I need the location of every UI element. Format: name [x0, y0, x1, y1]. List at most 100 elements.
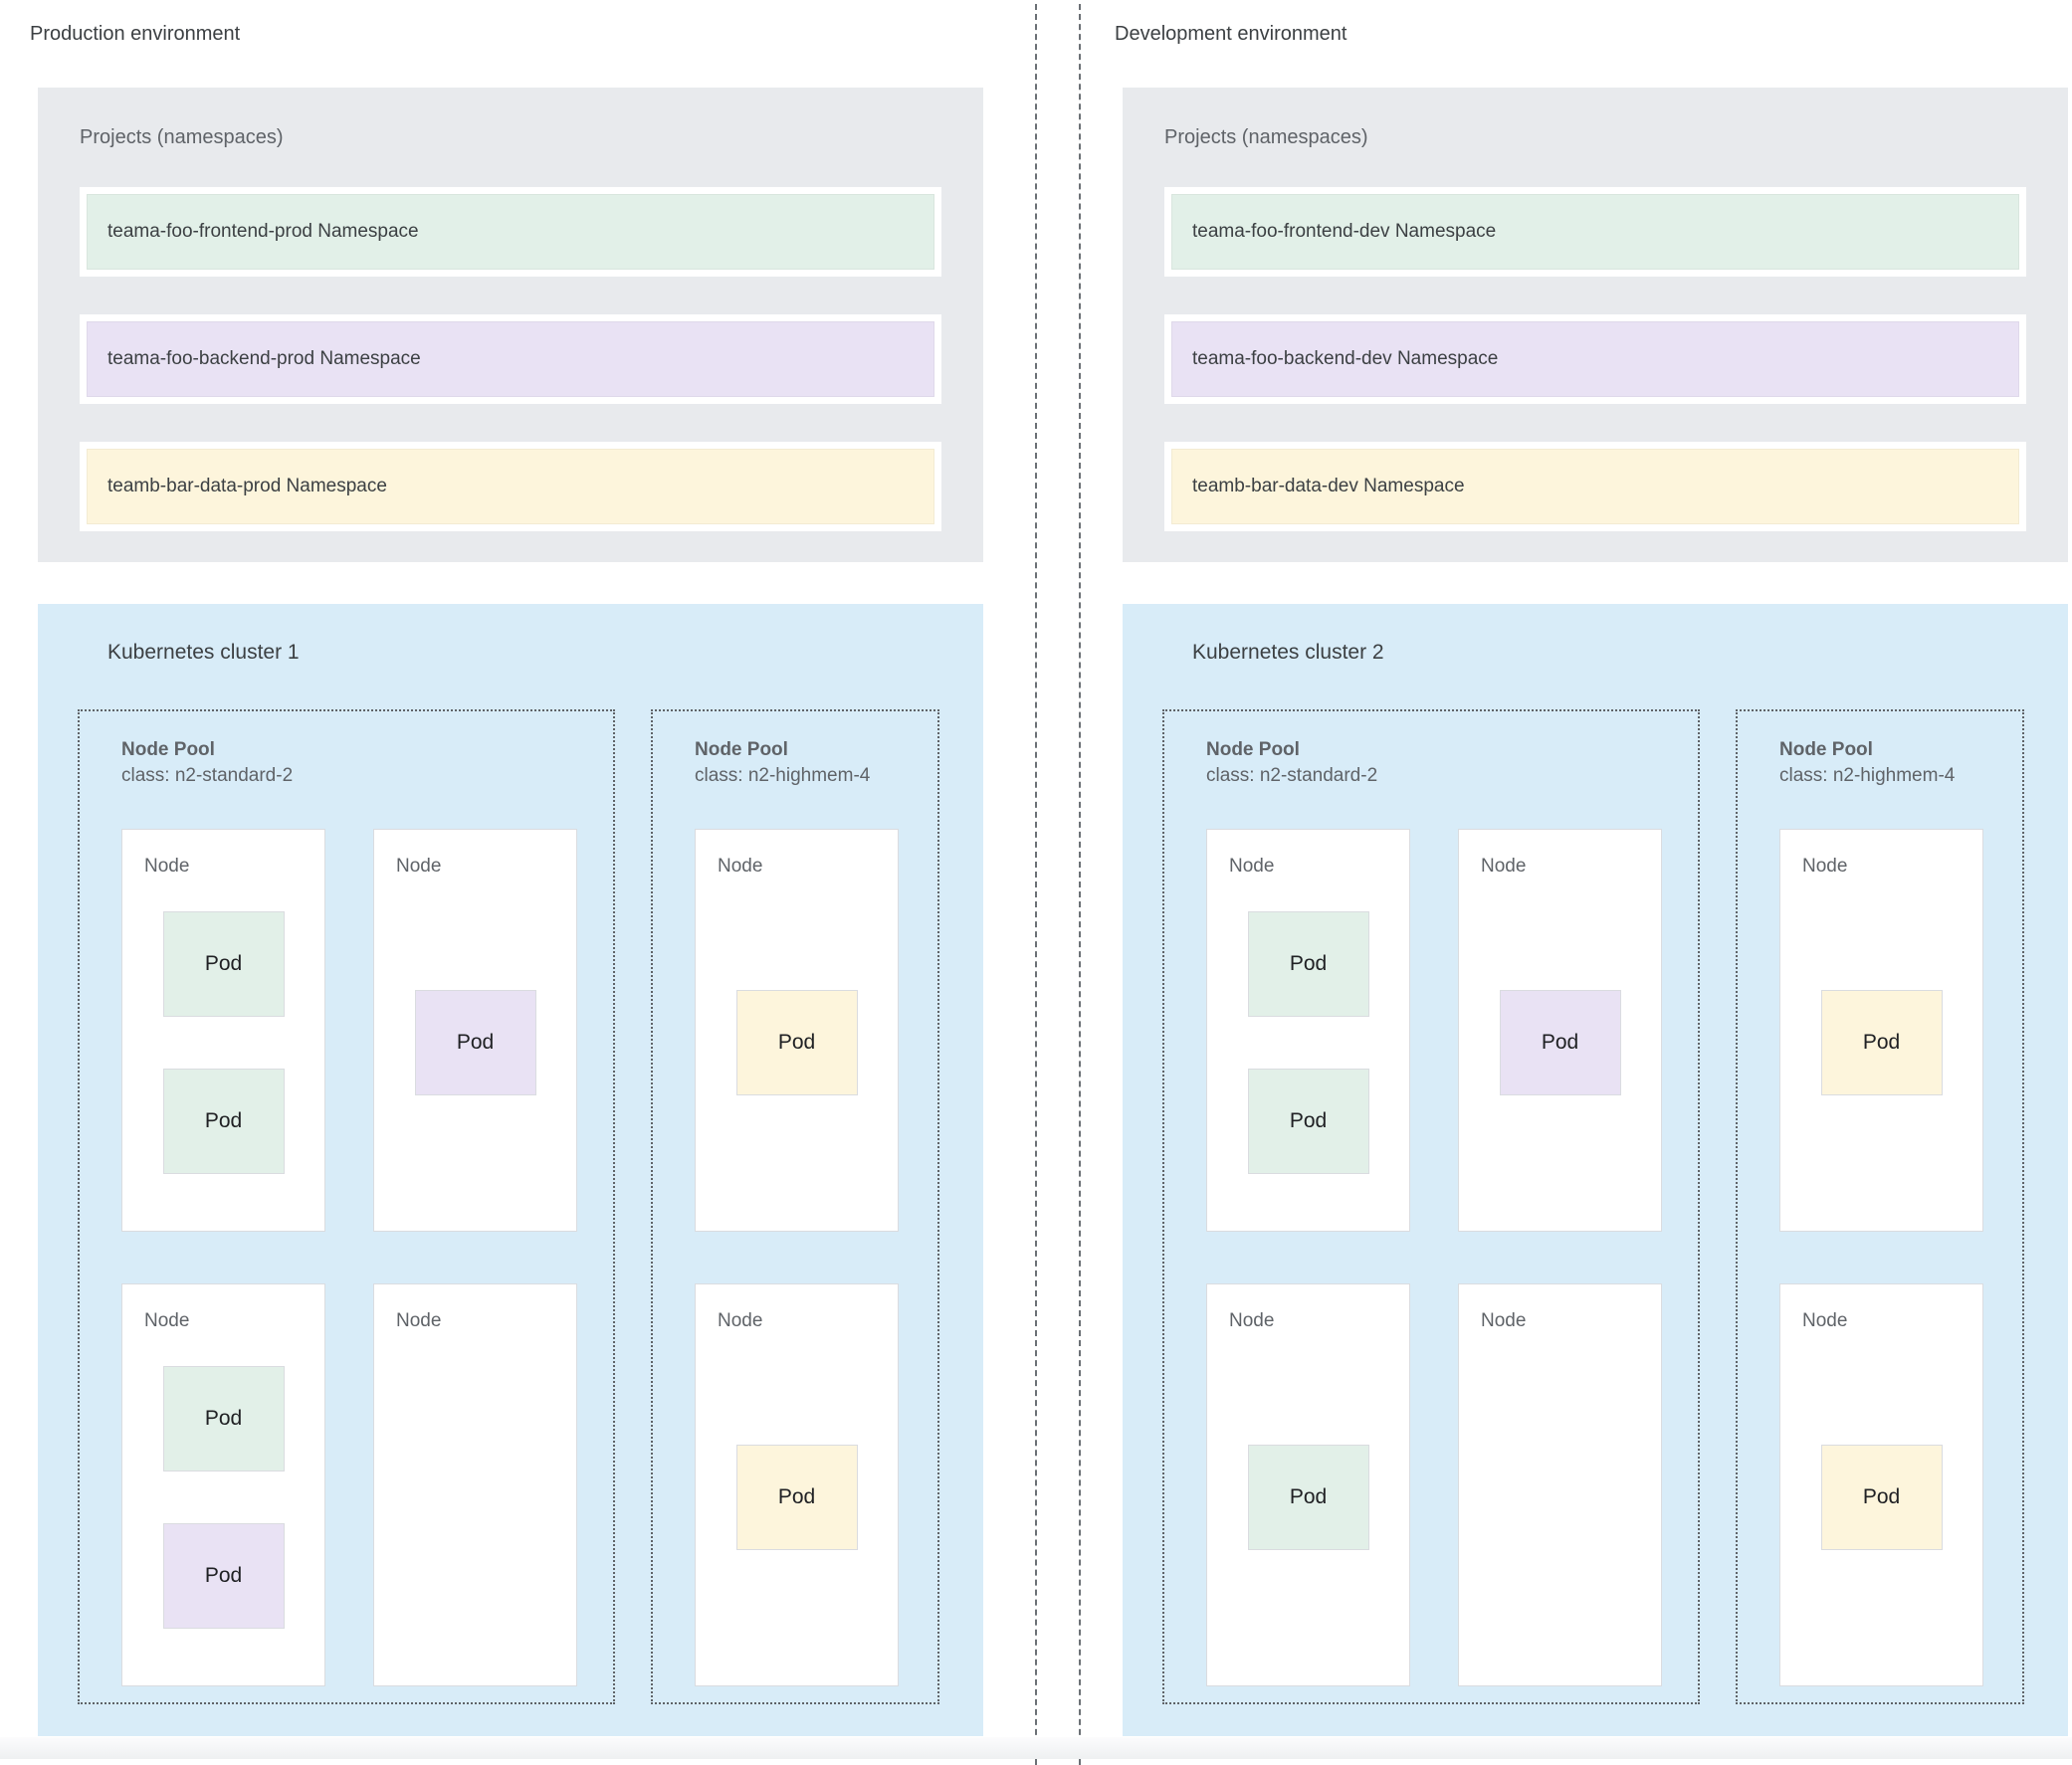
- node-pool-class: class: n2-highmem-4: [1779, 765, 1956, 786]
- namespace-bar: teamb-bar-data-prod Namespace: [80, 442, 941, 531]
- node-pool: Node Pool class: n2-standard-2 Node Pod Pod N…: [78, 709, 615, 1704]
- pod-list: Pod Pod: [122, 1332, 324, 1662]
- namespace-bar-fill: teama-foo-backend-dev Namespace: [1171, 321, 2019, 397]
- environment-label: Development environment: [1115, 23, 1347, 45]
- namespace-bar: teama-foo-frontend-prod Namespace: [80, 187, 941, 277]
- node-label: Node: [718, 1310, 763, 1331]
- node-label: Node: [396, 856, 442, 877]
- node-pool-title: Node Pool: [121, 739, 215, 760]
- pod-label: Pod: [204, 1406, 243, 1430]
- node-label: Node: [1229, 856, 1275, 877]
- namespace-bar-fill: teama-foo-backend-prod Namespace: [87, 321, 934, 397]
- node-pool-class: class: n2-standard-2: [121, 765, 294, 786]
- pod-label: Pod: [456, 1030, 495, 1054]
- pod-list: [374, 1332, 576, 1662]
- pod-list: Pod Pod: [1207, 878, 1409, 1207]
- pod-label: Pod: [1289, 951, 1328, 975]
- projects-title: Projects (namespaces): [1164, 126, 1368, 148]
- cluster-box: Kubernetes cluster 1 Node Pool class: n2-s…: [38, 604, 983, 1736]
- pod-label: Pod: [204, 951, 243, 975]
- node-pool: Node Pool class: n2-highmem-4 Node Pod Node P…: [1736, 709, 2024, 1704]
- projects-title: Projects (namespaces): [80, 126, 284, 148]
- pod: Pod: [1820, 989, 1943, 1095]
- node-pool-class: class: n2-highmem-4: [695, 765, 871, 786]
- pod-list: Pod: [1780, 1332, 1982, 1662]
- node-box: Node: [1458, 1283, 1662, 1686]
- namespace-bar: teama-foo-frontend-dev Namespace: [1164, 187, 2026, 277]
- namespace-label: teama-foo-frontend-dev Namespace: [1192, 221, 1497, 242]
- namespace-label: teamb-bar-data-prod Namespace: [107, 476, 387, 496]
- node-label: Node: [1802, 856, 1848, 877]
- pod: Pod: [1820, 1444, 1943, 1550]
- namespace-label: teamb-bar-data-dev Namespace: [1192, 476, 1465, 496]
- namespace-bar: teama-foo-backend-dev Namespace: [1164, 314, 2026, 404]
- node-box: Node Pod: [1779, 1283, 1983, 1686]
- node-pool-title: Node Pool: [1779, 739, 1873, 760]
- node-pool: Node Pool class: n2-highmem-4 Node Pod Node P…: [651, 709, 939, 1704]
- node-pools-row: Node Pool class: n2-standard-2 Node Pod Pod N…: [78, 709, 943, 1704]
- node-grid: Node Pod Pod Node Pod Node Pod Node: [1206, 829, 1698, 1686]
- node-box: Node Pod Pod: [121, 1283, 325, 1686]
- namespace-bar: teama-foo-backend-prod Namespace: [80, 314, 941, 404]
- pod: Pod: [735, 989, 858, 1095]
- page-bottom-fade: [0, 1737, 2072, 1759]
- node-pools-row: Node Pool class: n2-standard-2 Node Pod Pod N…: [1162, 709, 2028, 1704]
- pod-list: Pod: [374, 878, 576, 1207]
- namespace-label: teama-foo-backend-prod Namespace: [107, 348, 421, 369]
- node-grid: Node Pod Node Pod: [695, 829, 937, 1686]
- namespace-bar-fill: teama-foo-frontend-prod Namespace: [87, 194, 934, 270]
- node-pool-title: Node Pool: [695, 739, 788, 760]
- node-label: Node: [1481, 1310, 1527, 1331]
- node-box: Node Pod: [1458, 829, 1662, 1232]
- pod: Pod: [1499, 989, 1621, 1095]
- namespace-bar-fill: teamb-bar-data-dev Namespace: [1171, 449, 2019, 524]
- environment-divider-line-right: [1079, 0, 1081, 1765]
- namespace-bar-fill: teama-foo-frontend-dev Namespace: [1171, 194, 2019, 270]
- pod-label: Pod: [1541, 1030, 1579, 1054]
- cluster-title: Kubernetes cluster 1: [107, 641, 300, 664]
- node-box: Node Pod: [373, 829, 577, 1232]
- cluster-title: Kubernetes cluster 2: [1192, 641, 1384, 664]
- node-box: Node Pod: [695, 1283, 899, 1686]
- pod: Pod: [162, 1522, 285, 1629]
- pod-label: Pod: [204, 1108, 243, 1132]
- node-grid: Node Pod Pod Node Pod Node Pod Pod Node: [121, 829, 613, 1686]
- environment-production-section: Production environment Projects (namespac…: [30, 0, 983, 1736]
- projects-box: Projects (namespaces) teama-foo-frontend-…: [1123, 88, 2068, 562]
- node-box: Node Pod: [1206, 1283, 1410, 1686]
- pod-label: Pod: [1289, 1484, 1328, 1508]
- node-label: Node: [1229, 1310, 1275, 1331]
- node-label: Node: [1481, 856, 1527, 877]
- node-label: Node: [718, 856, 763, 877]
- cluster-box: Kubernetes cluster 2 Node Pool class: n2-s…: [1123, 604, 2068, 1736]
- pod-list: Pod: [696, 878, 898, 1207]
- node-label: Node: [1802, 1310, 1848, 1331]
- node-label: Node: [144, 1310, 190, 1331]
- pod: Pod: [162, 910, 285, 1017]
- namespace-label: teama-foo-backend-dev Namespace: [1192, 348, 1499, 369]
- node-box: Node Pod Pod: [121, 829, 325, 1232]
- projects-box: Projects (namespaces) teama-foo-frontend-…: [38, 88, 983, 562]
- pod-label: Pod: [1862, 1484, 1901, 1508]
- node-grid: Node Pod Node Pod: [1779, 829, 2022, 1686]
- environment-divider-line-left: [1035, 0, 1037, 1765]
- node-pool-title: Node Pool: [1206, 739, 1300, 760]
- pod: Pod: [1247, 1068, 1369, 1174]
- pod: Pod: [735, 1444, 858, 1550]
- pod-label: Pod: [204, 1563, 243, 1587]
- node-box: Node Pod Pod: [1206, 829, 1410, 1232]
- node-pool-class: class: n2-standard-2: [1206, 765, 1378, 786]
- pod-list: Pod: [1459, 878, 1661, 1207]
- pod-label: Pod: [1862, 1030, 1901, 1054]
- pod: Pod: [1247, 1444, 1369, 1550]
- pod-list: Pod Pod: [122, 878, 324, 1207]
- pod: Pod: [162, 1068, 285, 1174]
- pod-list: Pod: [696, 1332, 898, 1662]
- pod: Pod: [1247, 910, 1369, 1017]
- pod-label: Pod: [777, 1030, 816, 1054]
- node-box: Node: [373, 1283, 577, 1686]
- environment-development-section: Development environment Projects (namespa…: [1115, 0, 2068, 1736]
- node-pool: Node Pool class: n2-standard-2 Node Pod Pod N…: [1162, 709, 1700, 1704]
- environment-label: Production environment: [30, 23, 241, 45]
